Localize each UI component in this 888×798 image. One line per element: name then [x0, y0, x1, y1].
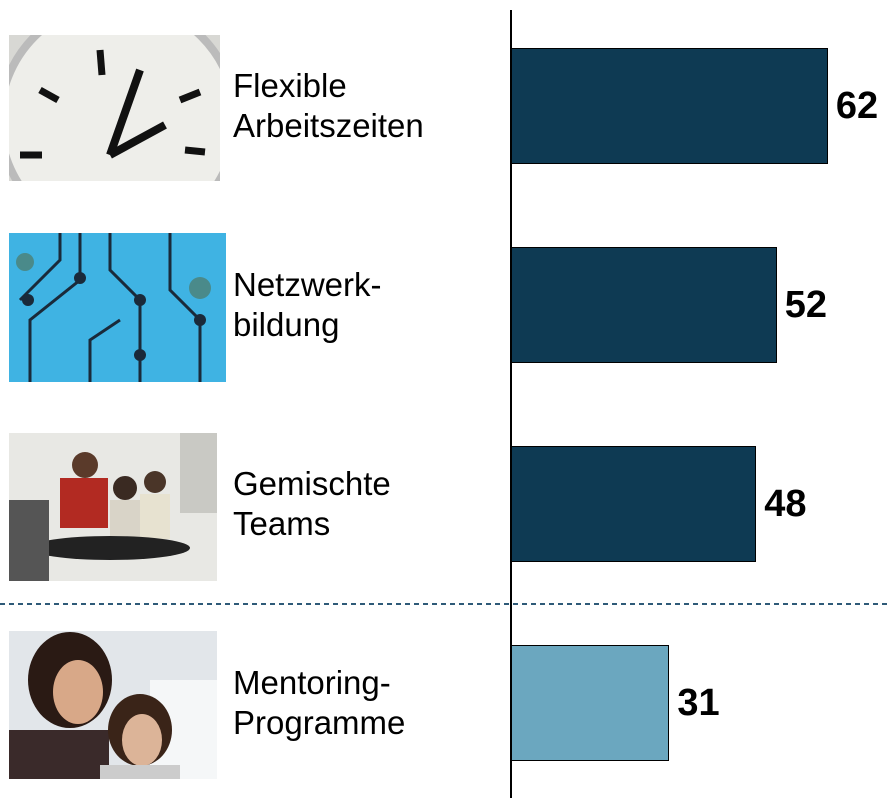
team-image: [9, 433, 217, 581]
category-label: Flexible Arbeitszeiten: [233, 67, 424, 144]
category-label: Mentoring- Programme: [233, 664, 406, 741]
bar: [511, 48, 828, 164]
bar: [511, 446, 757, 562]
bar: [511, 645, 670, 761]
value-label: 31: [677, 682, 720, 724]
bar: [511, 247, 777, 363]
value-label: 62: [835, 85, 879, 127]
mentoring-image: [9, 631, 217, 779]
value-label: 48: [764, 483, 807, 525]
category-label: Netzwerk- bildung: [233, 266, 382, 343]
clock-image: [9, 35, 220, 181]
circuit-image: [9, 233, 226, 382]
value-label: 52: [784, 284, 827, 326]
category-label: Gemischte Teams: [233, 465, 391, 542]
